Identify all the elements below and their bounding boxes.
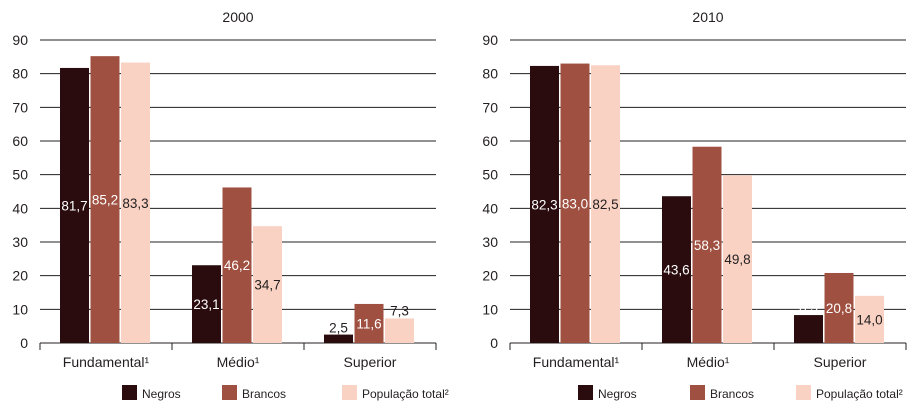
legend-label-0-1: Brancos bbox=[242, 387, 286, 401]
y-tick-label-1-1: 10 bbox=[482, 301, 498, 317]
bar-1-1-2 bbox=[723, 175, 752, 343]
data-label-0-1-0: 23,1 bbox=[193, 297, 219, 312]
data-label-0-1-2: 34,7 bbox=[254, 278, 280, 293]
legend-label-1-1: Brancos bbox=[710, 387, 754, 401]
bar-1-0-1 bbox=[560, 63, 590, 344]
y-tick-label-1-5: 50 bbox=[482, 167, 498, 183]
y-tick-label-0-6: 60 bbox=[12, 133, 28, 149]
data-label-1-1-2: 49,8 bbox=[724, 252, 750, 267]
bar-1-2-1 bbox=[824, 272, 854, 343]
data-label-0-0-2: 83,3 bbox=[122, 196, 148, 211]
chart-title-0: 2000 bbox=[222, 9, 253, 25]
data-label-1-0-1: 83,0 bbox=[562, 196, 588, 211]
bar-1-2-2 bbox=[855, 295, 884, 343]
bar-0-2-2 bbox=[385, 318, 414, 343]
data-label-0-0-1: 85,2 bbox=[92, 193, 118, 208]
data-label-1-2-2: 14,0 bbox=[856, 312, 882, 327]
x-category-label-0-2: Superior bbox=[344, 354, 397, 370]
data-label-1-1-1: 58,3 bbox=[694, 238, 720, 253]
y-tick-label-1-7: 70 bbox=[482, 99, 498, 115]
legend-swatch-0-0 bbox=[122, 385, 137, 400]
bar-1-0-0 bbox=[530, 65, 559, 343]
data-label-0-0-0: 81,7 bbox=[61, 198, 87, 213]
data-label-1-0-2: 82,5 bbox=[592, 197, 618, 212]
x-category-label-0-1: Médio¹ bbox=[217, 354, 260, 370]
bar-1-1-1 bbox=[692, 146, 722, 343]
data-label-1-1-0: 43,6 bbox=[663, 263, 689, 278]
y-tick-label-0-7: 70 bbox=[12, 99, 28, 115]
y-tick-label-0-0: 0 bbox=[20, 335, 28, 351]
bar-0-2-0 bbox=[324, 334, 353, 343]
data-label-0-2-2: 7,3 bbox=[390, 303, 409, 318]
bar-0-1-0 bbox=[192, 265, 221, 343]
data-label-0-2-1: 11,6 bbox=[356, 316, 381, 331]
bar-1-0-2 bbox=[591, 65, 620, 343]
bar-0-0-2 bbox=[121, 62, 150, 343]
chart-title-1: 2010 bbox=[692, 9, 723, 25]
data-label-0-1-1: 46,2 bbox=[224, 258, 250, 273]
x-category-label-1-2: Superior bbox=[814, 354, 867, 370]
bar-0-1-2 bbox=[253, 226, 282, 343]
data-label-1-2-1: 20,8 bbox=[826, 301, 852, 316]
y-tick-label-1-6: 60 bbox=[482, 133, 498, 149]
legend-swatch-0-2 bbox=[342, 385, 357, 400]
legend-swatch-1-0 bbox=[578, 385, 593, 400]
data-label-1-0-0: 82,3 bbox=[531, 197, 557, 212]
y-tick-label-0-1: 10 bbox=[12, 301, 28, 317]
bar-0-0-0 bbox=[60, 67, 89, 344]
y-tick-label-1-2: 20 bbox=[482, 268, 498, 284]
legend-label-0-0: Negros bbox=[142, 387, 181, 401]
x-category-label-0-0: Fundamental¹ bbox=[63, 354, 150, 370]
legend-swatch-1-1 bbox=[690, 385, 705, 400]
bar-1-1-0 bbox=[662, 196, 691, 343]
y-tick-label-0-4: 40 bbox=[12, 200, 28, 216]
y-tick-label-1-3: 30 bbox=[482, 234, 498, 250]
legend-swatch-0-1 bbox=[222, 385, 237, 400]
legend-swatch-1-2 bbox=[796, 385, 811, 400]
y-tick-label-1-8: 80 bbox=[482, 66, 498, 82]
y-tick-label-0-3: 30 bbox=[12, 234, 28, 250]
legend-label-0-2: População total² bbox=[362, 387, 449, 401]
bar-0-0-1 bbox=[90, 56, 120, 343]
y-tick-label-0-5: 50 bbox=[12, 167, 28, 183]
y-tick-label-0-8: 80 bbox=[12, 66, 28, 82]
y-tick-label-1-9: 90 bbox=[482, 32, 498, 48]
bar-0-1-1 bbox=[222, 187, 252, 343]
data-label-0-2-0: 2,5 bbox=[329, 321, 348, 336]
bar-1-2-0 bbox=[794, 315, 823, 343]
x-category-label-1-1: Médio¹ bbox=[687, 354, 730, 370]
legend-label-1-0: Negros bbox=[598, 387, 637, 401]
y-tick-label-0-2: 20 bbox=[12, 268, 28, 284]
y-tick-label-1-0: 0 bbox=[490, 335, 498, 351]
data-label-1-2-0: 8,3 bbox=[799, 300, 818, 315]
x-category-label-1-0: Fundamental¹ bbox=[533, 354, 620, 370]
y-tick-label-1-4: 40 bbox=[482, 200, 498, 216]
bar-0-2-1 bbox=[354, 303, 384, 343]
legend-label-1-2: População total² bbox=[816, 387, 903, 401]
y-tick-label-0-9: 90 bbox=[12, 32, 28, 48]
